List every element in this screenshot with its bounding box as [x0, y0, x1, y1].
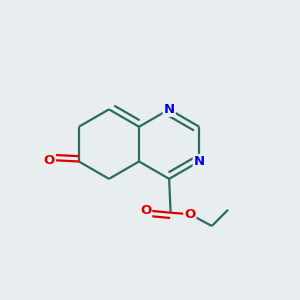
Text: N: N — [194, 155, 205, 168]
Text: O: O — [140, 204, 151, 217]
Text: O: O — [184, 208, 195, 221]
Text: O: O — [44, 154, 55, 166]
Text: N: N — [164, 103, 175, 116]
